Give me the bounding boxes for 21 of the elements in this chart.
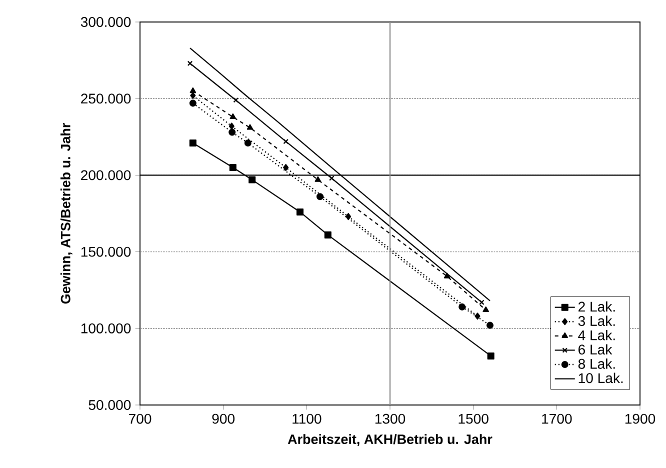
- legend-label: 10 Lak.: [578, 372, 623, 384]
- x-tick-label: 1700: [542, 414, 572, 424]
- x-tick-label: 1500: [458, 414, 488, 424]
- x-tick-label: 900: [212, 414, 235, 424]
- x-axis-title: Arbeitszeit, AKH/Betrieb u. Jahr: [288, 434, 492, 446]
- legend-label: 8 Lak.: [578, 358, 615, 369]
- y-tick-label: 100.000: [81, 323, 131, 334]
- y-tick-label: 250.000: [81, 94, 131, 104]
- y-tick-label: 150.000: [81, 246, 131, 257]
- y-tick-label: 300.000: [80, 17, 131, 27]
- y-tick-label: 50.000: [88, 400, 131, 410]
- y-tick-label: 200.000: [81, 170, 131, 180]
- x-tick-label: 700: [128, 414, 152, 424]
- legend-label: 2 Lak.: [578, 301, 615, 312]
- legend-label: 6 Lak: [578, 344, 612, 355]
- x-tick-label: 1900: [625, 414, 656, 424]
- y-axis-title: Gewinn, ATS/Betrieb u. Jahr: [60, 122, 72, 304]
- legend-label: 4 Lak.: [578, 330, 615, 340]
- x-tick-label: 1100: [292, 414, 322, 424]
- x-tick-label: 1300: [375, 414, 406, 424]
- legend-label: 3 Lak.: [578, 316, 615, 326]
